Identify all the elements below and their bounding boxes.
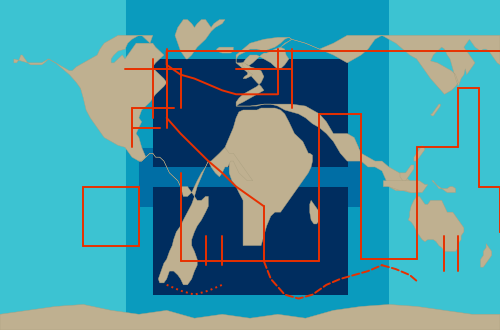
Polygon shape: [236, 35, 500, 192]
Polygon shape: [384, 181, 428, 192]
Polygon shape: [225, 108, 312, 246]
Polygon shape: [310, 200, 320, 224]
Polygon shape: [14, 35, 166, 161]
Polygon shape: [432, 181, 456, 192]
Polygon shape: [242, 63, 253, 79]
Polygon shape: [216, 47, 234, 53]
Polygon shape: [480, 244, 492, 267]
Polygon shape: [175, 20, 225, 59]
Polygon shape: [430, 104, 440, 116]
Polygon shape: [139, 147, 253, 285]
Polygon shape: [0, 305, 500, 330]
Polygon shape: [408, 196, 464, 251]
Polygon shape: [414, 145, 425, 161]
Polygon shape: [400, 165, 414, 181]
